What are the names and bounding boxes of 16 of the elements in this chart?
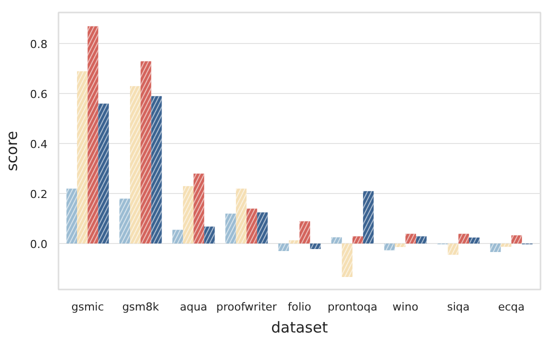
y-tick-label: 0.4 [30,138,48,152]
x-tick-label: siqa [447,300,470,314]
y-tick-label: 0.6 [30,88,48,102]
x-tick-label: proofwriter [216,300,278,314]
x-tick-label: gsmic [71,300,104,314]
x-tick-label: ecqa [498,300,525,314]
x-tick-label: folio [288,300,312,314]
x-tick-label: prontoqa [328,300,378,314]
y-tick-label: 0.0 [30,238,48,252]
y-tick-label: 0.2 [30,188,48,202]
x-tick-label: wino [392,300,419,314]
y-tick-label: 0.8 [30,38,48,52]
y-axis-title: score [3,130,22,172]
x-tick-label: gsm8k [122,300,160,314]
x-axis-title: dataset [271,318,328,336]
x-tick-label: aqua [180,300,208,314]
